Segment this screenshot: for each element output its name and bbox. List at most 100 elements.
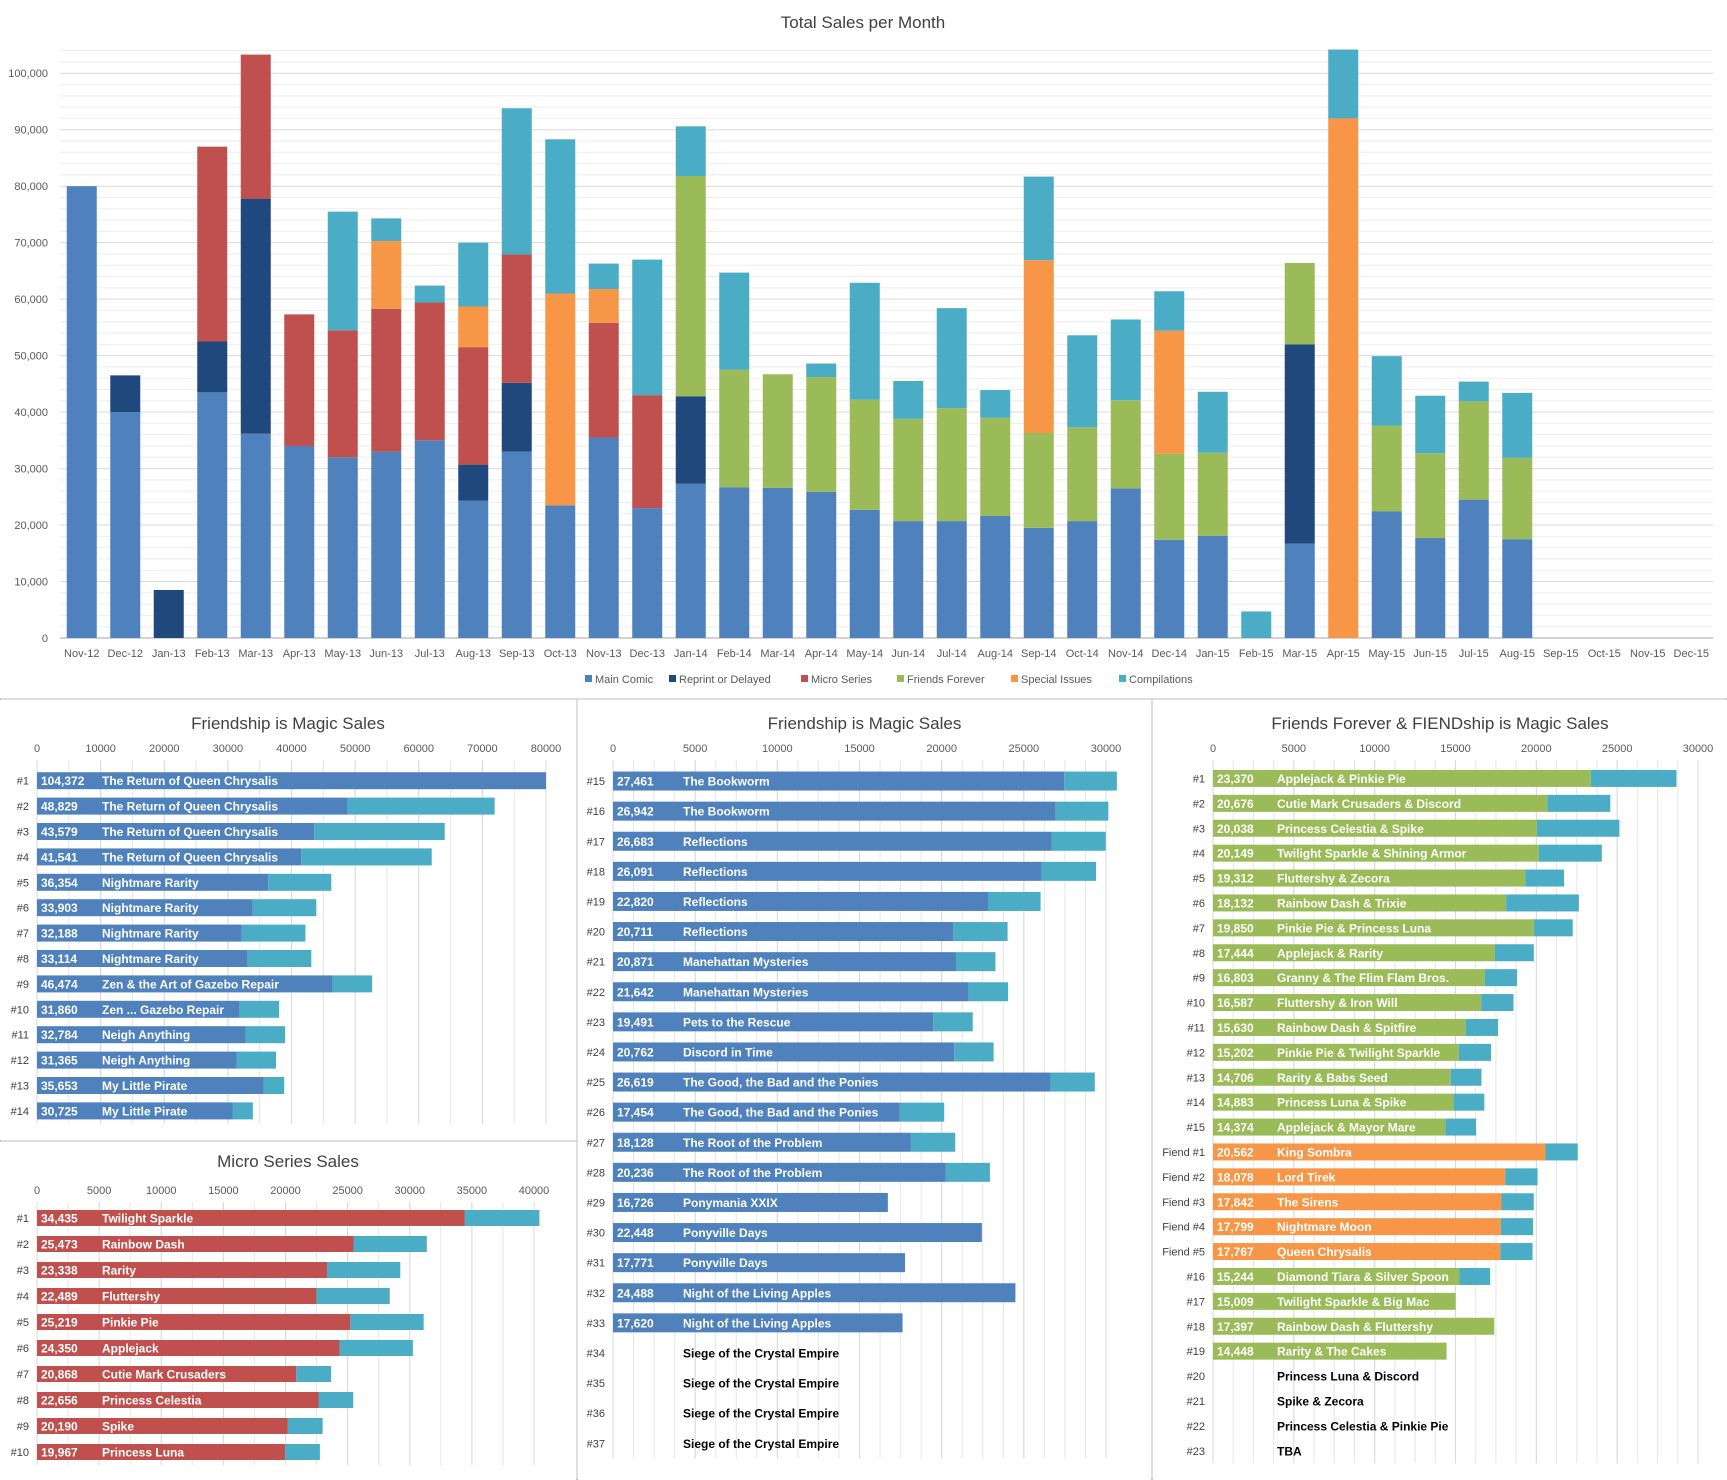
bar-primary [613, 801, 1056, 821]
row-label: #26 [587, 1107, 605, 1119]
row-title: Zen & the Art of Gazebo Repair [102, 977, 279, 991]
bar-segment [1023, 260, 1054, 433]
row-title: Discord in Time [683, 1045, 773, 1059]
x-tick-label: Oct-15 [1588, 648, 1621, 660]
row-value: 22,656 [41, 1394, 78, 1408]
x-tick-label: Dec-13 [630, 648, 665, 660]
row-label: #11 [11, 1030, 29, 1042]
chart-title: Friendship is Magic Sales [191, 714, 385, 733]
bar-segment [632, 259, 663, 396]
x-tick-label: 15000 [208, 1185, 239, 1197]
y-tick-label: 90,000 [14, 125, 48, 137]
legend-label: Reprint or Delayed [679, 674, 771, 686]
row-title: Spike & Zecora [1277, 1394, 1364, 1408]
bar-secondary [464, 1210, 540, 1226]
row-title: Twilight Sparkle [102, 1212, 193, 1226]
bar-primary [613, 1012, 934, 1032]
row-title: Rainbow Dash [102, 1238, 185, 1252]
x-tick-label: Jul-13 [415, 648, 445, 660]
bar-segment [197, 146, 228, 342]
bar-primary [37, 950, 248, 967]
row-value: 35,653 [41, 1079, 78, 1093]
fim-sales-svg-2: Friendship is Magic Sales 0 5000 10000 15000… [587, 714, 1121, 1459]
row-label: #4 [1193, 848, 1205, 860]
legend-swatch [1119, 675, 1126, 682]
row-value: 26,942 [617, 805, 654, 819]
bar-segment [893, 418, 924, 522]
x-tick-label: 15000 [844, 743, 875, 755]
bar-primary [37, 848, 302, 866]
bar-segment [240, 433, 271, 638]
x-tick-label: 10000 [1359, 743, 1390, 755]
row-label: Fiend #3 [1162, 1197, 1205, 1209]
bar-segment [1284, 543, 1315, 638]
x-tick-label: 25000 [1602, 743, 1633, 755]
legend-swatch [801, 675, 808, 682]
row-title: Fluttershy & Zecora [1277, 872, 1390, 886]
x-tick-label: Nov-14 [1108, 648, 1143, 660]
row-label: #10 [11, 1004, 29, 1016]
bar-segment [1023, 432, 1054, 528]
row-label: #24 [587, 1047, 605, 1059]
x-tick-label: 0 [34, 1185, 40, 1197]
bar-segment [1284, 262, 1315, 345]
bar-segment [110, 375, 141, 413]
bar-secondary [1465, 1018, 1499, 1036]
bar-primary [1213, 1068, 1451, 1086]
bar-primary [613, 1223, 982, 1243]
row-value: 18,078 [1217, 1170, 1254, 1184]
bar-segment [1502, 539, 1533, 638]
bar-secondary [1041, 861, 1096, 881]
x-tick-label: Oct-13 [544, 648, 577, 660]
row-value: 20,190 [41, 1420, 78, 1434]
bar-segment [458, 306, 489, 348]
bar-primary [1213, 1342, 1447, 1360]
x-tick-label: Aug-13 [456, 648, 491, 660]
bar-segment [893, 521, 924, 638]
x-tick-label: 20000 [1521, 743, 1552, 755]
fim-sales-svg-1: Friendship is Magic Sales 0 10000 20000 3000… [11, 714, 561, 1124]
x-tick-label: Mar-14 [760, 648, 795, 660]
row-label: #28 [587, 1167, 605, 1179]
x-tick-label: Dec-14 [1152, 648, 1187, 660]
row-label: #15 [587, 776, 605, 788]
bar-segment [1371, 511, 1402, 638]
bar-primary [37, 1340, 340, 1356]
row-value: 17,454 [617, 1106, 654, 1120]
row-title: Nightmare Rarity [102, 927, 199, 941]
row-label: #17 [1187, 1296, 1205, 1308]
bar-segment [1023, 176, 1054, 261]
row-title: Nightmare Rarity [102, 876, 199, 890]
x-tick-label: 40000 [276, 743, 307, 755]
bar-segment [980, 390, 1011, 418]
row-label: #2 [17, 801, 29, 813]
x-tick-label: Feb-14 [717, 648, 752, 660]
bar-secondary [287, 1418, 323, 1434]
row-value: 41,541 [41, 850, 78, 864]
bar-secondary [954, 1042, 994, 1062]
bar-segment [719, 487, 750, 638]
bar-segment [1371, 425, 1402, 512]
row-title: Siege of the Crystal Empire [683, 1346, 839, 1360]
x-tick-label: 30000 [213, 743, 244, 755]
y-tick-label: 40,000 [14, 407, 48, 419]
bar-primary [37, 797, 348, 815]
row-value: 17,767 [1217, 1245, 1254, 1259]
bar-segment [501, 108, 532, 255]
bar-primary [37, 1102, 233, 1120]
legend-label: Special Issues [1021, 674, 1092, 686]
row-title: Ponymania XXIX [683, 1196, 778, 1210]
x-tick-label: Sep-15 [1543, 648, 1578, 660]
bar-secondary [933, 1012, 973, 1032]
row-title: Princess Celestia & Pinkie Pie [1277, 1419, 1449, 1433]
row-title: Pinkie Pie & Twilight Sparkle [1277, 1046, 1440, 1060]
row-title: The Root of the Problem [683, 1166, 822, 1180]
bar-segment [1328, 49, 1359, 119]
bar-secondary [955, 952, 996, 972]
bar-primary [37, 899, 253, 917]
row-value: 20,868 [41, 1368, 78, 1382]
bar-secondary [1500, 1218, 1534, 1236]
row-value: 32,784 [41, 1028, 78, 1042]
bar-segment [458, 464, 489, 501]
bar-segment [501, 451, 532, 638]
